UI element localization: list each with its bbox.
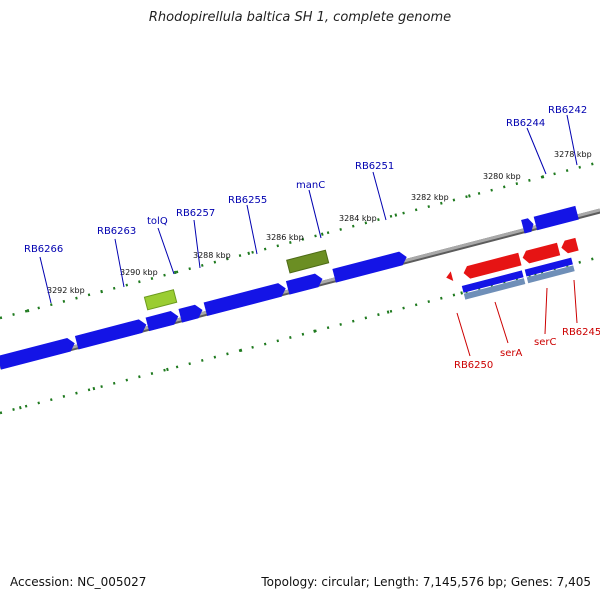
gene-label-RB6257: RB6257 (176, 208, 215, 219)
scale-label: 3286 kbp (266, 233, 304, 242)
scale-label: 3290 kbp (120, 268, 158, 277)
gene-label-RB6263: RB6263 (97, 226, 136, 237)
scale-label: 3282 kbp (411, 193, 449, 202)
gene-reverse-blue (461, 270, 524, 293)
gene-RB6251 (332, 251, 407, 283)
leader-line (39, 256, 52, 304)
gene-label-RB6245: RB6245 (562, 327, 600, 338)
gene-RB6250-marker (446, 271, 454, 282)
leader-line (544, 287, 548, 335)
genome-summary-text: Topology: circular; Length: 7,145,576 bp… (261, 575, 591, 589)
forward-gene-track (0, 205, 579, 370)
gene-label-serA: serA (500, 348, 522, 359)
gene-label-RB6266: RB6266 (24, 244, 63, 255)
leader-line (372, 171, 387, 221)
gene-RB6245 (561, 237, 579, 254)
gene-reverse-blue (524, 257, 573, 277)
gene-label-manC: manC (296, 180, 325, 191)
leader-line (246, 204, 258, 255)
gene-serC (522, 242, 561, 264)
gene-label-serC: serC (534, 337, 556, 348)
gene-reverse-steel (526, 265, 575, 284)
leader-line (157, 227, 175, 275)
gene-feature (521, 218, 534, 234)
scale-labels: 3292 kbp 3290 kbp 3288 kbp 3286 kbp 3284… (47, 150, 592, 295)
scale-label: 3292 kbp (47, 286, 85, 295)
gene-feature (74, 319, 147, 350)
gene-label-tolQ: tolQ (147, 216, 168, 227)
scale-label: 3284 kbp (339, 214, 377, 223)
gene-RB6244 (533, 205, 579, 231)
gene-serA (463, 252, 522, 279)
gene-label-RB6251: RB6251 (355, 161, 394, 172)
gene-label-RB6244: RB6244 (506, 118, 545, 129)
reverse-gene-track (446, 237, 579, 300)
gene-feature (285, 273, 323, 295)
gene-RB6255 (203, 283, 286, 317)
gene-label-RB6250: RB6250 (454, 360, 493, 371)
leader-line (114, 238, 125, 288)
leader-line (566, 114, 578, 166)
gene-label-RB6242: RB6242 (548, 105, 587, 116)
gene-label-RB6255: RB6255 (228, 195, 267, 206)
leader-line (494, 301, 509, 344)
gene-RB6257 (178, 304, 203, 323)
gene-feature (0, 337, 75, 370)
leader-line (526, 127, 547, 175)
scale-label: 3280 kbp (483, 172, 521, 181)
leader-line (308, 189, 322, 239)
scale-label: 3288 kbp (193, 251, 231, 260)
figure-title: Rhodopirellula baltica SH 1, complete ge… (148, 10, 452, 25)
leader-line (573, 279, 578, 324)
reverse-gene-labels: RB6250 serA serC RB6245 (454, 279, 600, 371)
gene-tolQ-highlight (143, 289, 178, 311)
forward-gene-labels: RB6266 RB6263 tolQ RB6257 RB6255 manC RB… (24, 105, 587, 304)
leader-line (456, 312, 471, 357)
gene-tolQ (145, 311, 179, 332)
gene-manC (286, 249, 330, 274)
leader-line (193, 219, 201, 269)
gene-reverse-steel (463, 278, 526, 300)
accession-text: Accession: NC_005027 (10, 575, 147, 589)
scale-label: 3278 kbp (554, 150, 592, 159)
